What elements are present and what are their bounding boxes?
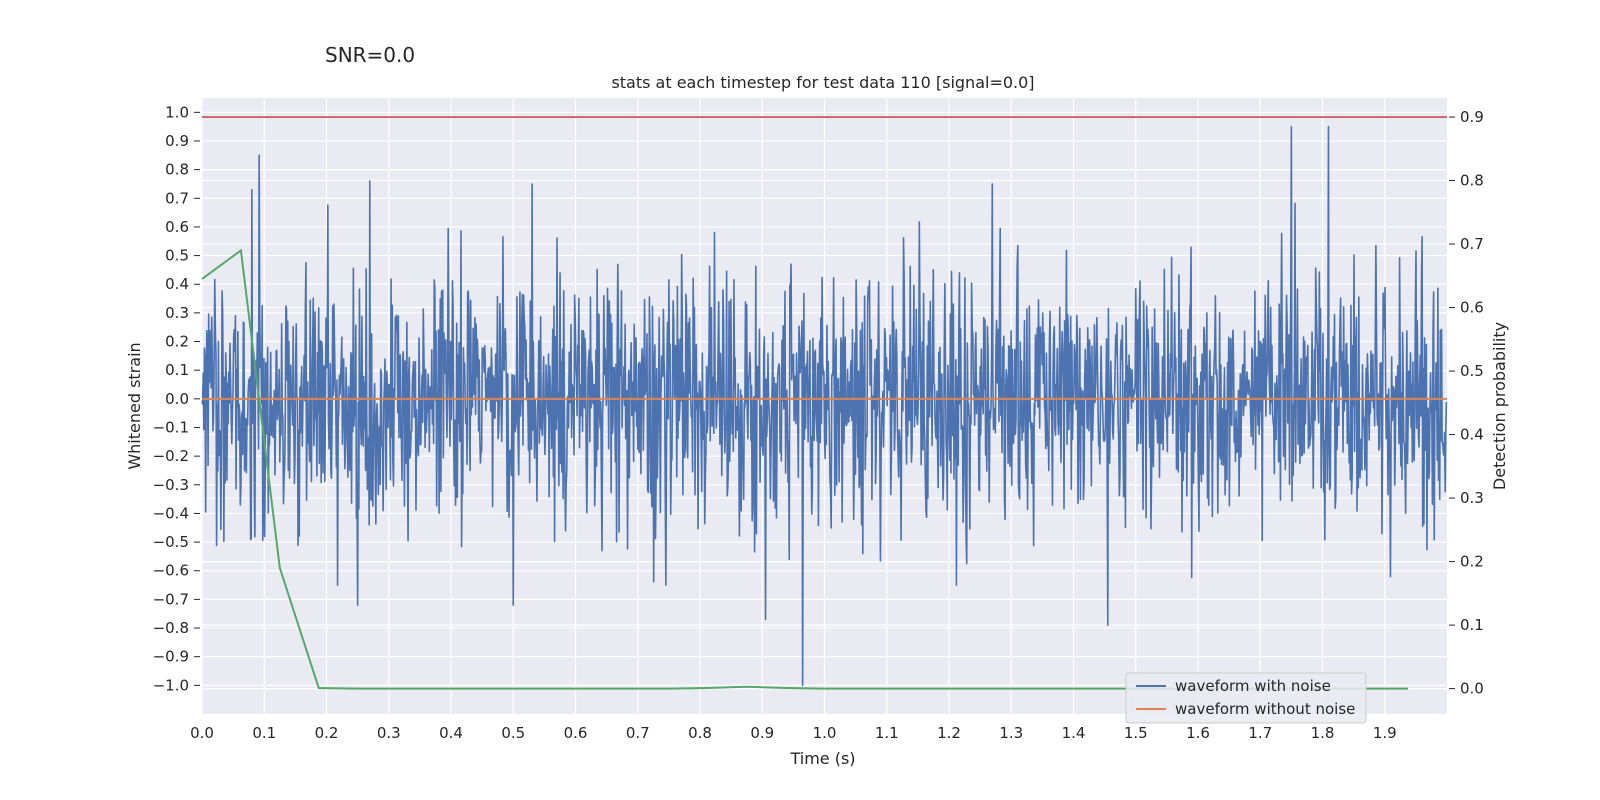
y-right-tick-label: 0.1 [1460,616,1484,634]
chart-title: stats at each timestep for test data 110… [611,73,1034,92]
x-tick-label: 1.0 [813,724,837,742]
y-left-tick-label: −0.9 [153,648,189,666]
x-tick-label: 0.7 [626,724,650,742]
x-tick-label: 1.3 [999,724,1023,742]
x-tick-label: 0.4 [439,724,463,742]
y-left-tick-label: 0.9 [165,132,189,150]
x-tick-label: 1.4 [1062,724,1086,742]
y-right-tick-label: 0.6 [1460,299,1484,317]
x-tick-label: 0.5 [501,724,525,742]
y-left-tick-label: 1.0 [165,103,189,121]
y-left-tick-label: −0.5 [153,533,189,551]
y-left-tick-label: −0.3 [153,476,189,494]
y-left-tick-label: −0.8 [153,619,189,637]
y-left-tick-label: 0.3 [165,304,189,322]
y-left-tick-label: −0.7 [153,590,189,608]
x-tick-label: 1.7 [1248,724,1272,742]
y-left-tick-label: 0.1 [165,361,189,379]
y-right-tick-label: 0.4 [1460,426,1484,444]
series-group [201,116,1448,690]
y-left-tick-label: 0.5 [165,247,189,265]
y-axis-right-label: Detection probability [1490,322,1509,490]
y-left-tick-label: −0.1 [153,418,189,436]
x-tick-label: 0.6 [564,724,588,742]
y-axis-right: 0.9 0.8 0.7 0.6 0.5 0.4 0.3 0.2 0.1 0.0 [1449,108,1484,698]
x-tick-label: 0.0 [190,724,214,742]
x-axis: 0.0 0.1 0.2 0.3 0.4 0.5 0.6 0.7 0.8 0.9 1.0 1.1 1.2 1… [190,724,1397,742]
grid [201,98,1447,714]
y-right-tick-label: 0.3 [1460,489,1484,507]
x-tick-label: 1.9 [1373,724,1397,742]
legend: waveform with noise waveform without noi… [1125,672,1367,724]
x-tick-label: 1.8 [1311,724,1335,742]
y-right-tick-label: 0.9 [1460,108,1484,126]
y-left-tick-label: 0.2 [165,333,189,351]
y-right-tick-label: 0.8 [1460,172,1484,190]
y-right-tick-label: 0.7 [1460,235,1484,253]
y-left-tick-label: −0.2 [153,447,189,465]
x-tick-label: 0.8 [688,724,712,742]
legend-label-waveform-without-noise: waveform without noise [1175,700,1355,718]
x-tick-label: 0.2 [315,724,339,742]
x-tick-label: 0.9 [750,724,774,742]
x-axis-label: Time (s) [789,749,855,768]
series-waveform-with-noise [201,125,1448,687]
y-left-tick-label: −0.6 [153,562,189,580]
y-left-tick-label: 0.6 [165,218,189,236]
x-tick-label: 1.2 [937,724,961,742]
y-left-tick-label: 0.4 [165,275,189,293]
x-tick-label: 1.6 [1186,724,1210,742]
y-right-tick-label: 0.0 [1460,680,1484,698]
legend-box [1125,672,1367,724]
y-left-tick-label: −0.4 [153,504,189,522]
y-left-tick-label: 0.8 [165,161,189,179]
y-right-tick-label: 0.2 [1460,553,1484,571]
x-tick-label: 1.5 [1124,724,1148,742]
legend-label-waveform-with-noise: waveform with noise [1175,677,1331,695]
chart-suptitle: SNR=0.0 [325,43,415,67]
y-left-tick-label: −1.0 [153,676,189,694]
y-right-tick-label: 0.5 [1460,362,1484,380]
x-tick-label: 0.1 [252,724,276,742]
y-left-tick-label: 0.7 [165,189,189,207]
x-tick-label: 1.1 [875,724,899,742]
y-left-tick-label: 0.0 [165,390,189,408]
y-axis-left-label: Whitened strain [125,342,144,469]
y-axis-left: 1.0 0.9 0.8 0.7 0.6 0.5 0.4 0.3 0.2 0.1 0.0 −0.1 −0.… [153,103,200,694]
x-tick-label: 0.3 [377,724,401,742]
